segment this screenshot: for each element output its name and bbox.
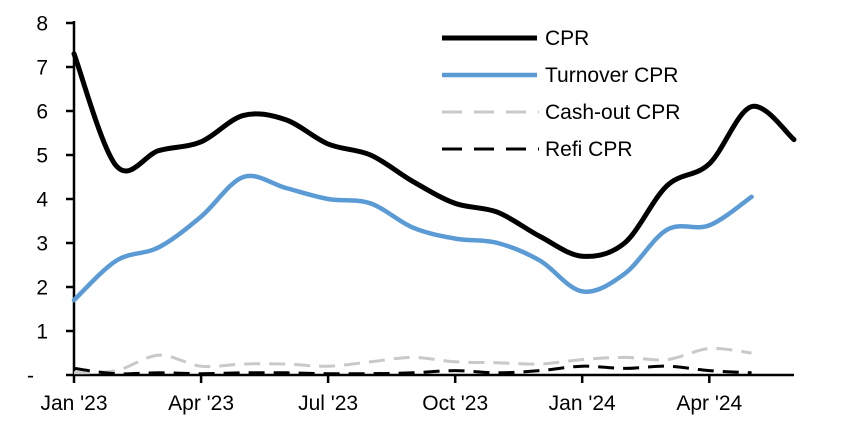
y-axis-tick-label: 3 xyxy=(36,233,48,256)
y-axis-tick-label: 6 xyxy=(36,101,48,124)
y-axis-tick-label: 7 xyxy=(36,57,48,80)
legend-label-turnover-cpr: Turnover CPR xyxy=(545,64,678,87)
x-axis-tick-label: Apr '24 xyxy=(676,392,742,415)
series-line-refi-cpr xyxy=(73,364,752,376)
series-lines xyxy=(71,51,797,376)
y-axis-tick-label: 4 xyxy=(36,189,48,212)
series-line-cpr xyxy=(71,51,797,259)
axis-lines xyxy=(66,21,794,383)
legend-item-turnover-cpr: Turnover CPR xyxy=(442,64,678,87)
x-axis-tick-label: Oct '23 xyxy=(422,392,488,415)
x-axis-tick-label: Apr '23 xyxy=(168,392,234,415)
y-axis-tick-label: 2 xyxy=(36,277,48,300)
legend-label-refi-cpr: Refi CPR xyxy=(545,138,633,161)
series-line-cash-out-cpr xyxy=(73,346,752,375)
y-axis-tick-label: 8 xyxy=(36,13,48,36)
x-axis-labels: Jan '23 Apr '23 Jul '23 Oct '23 Jan '24 Apr '… xyxy=(40,392,742,415)
y-axis-tick-label: - xyxy=(27,365,34,388)
x-axis-tick-label: Jan '24 xyxy=(549,392,616,415)
y-axis-tick-label: 5 xyxy=(36,145,48,168)
legend: CPR Turnover CPR Cash-out CPR Refi CPR xyxy=(442,27,680,161)
x-axis-tick-label: Jul '23 xyxy=(298,392,358,415)
legend-item-cpr: CPR xyxy=(442,27,589,50)
series-line-turnover-cpr xyxy=(71,173,754,303)
legend-label-cpr: CPR xyxy=(545,27,589,50)
legend-label-cash-out-cpr: Cash-out CPR xyxy=(545,101,680,124)
x-axis-tick-label: Jan '23 xyxy=(40,392,107,415)
y-axis-labels: -1 2 3 4 5 6 7 8 xyxy=(27,13,48,388)
axes xyxy=(66,21,794,383)
legend-item-refi-cpr: Refi CPR xyxy=(442,138,633,161)
legend-item-cash-out-cpr: Cash-out CPR xyxy=(442,101,680,124)
y-axis-tick-label: 1 xyxy=(36,321,48,344)
